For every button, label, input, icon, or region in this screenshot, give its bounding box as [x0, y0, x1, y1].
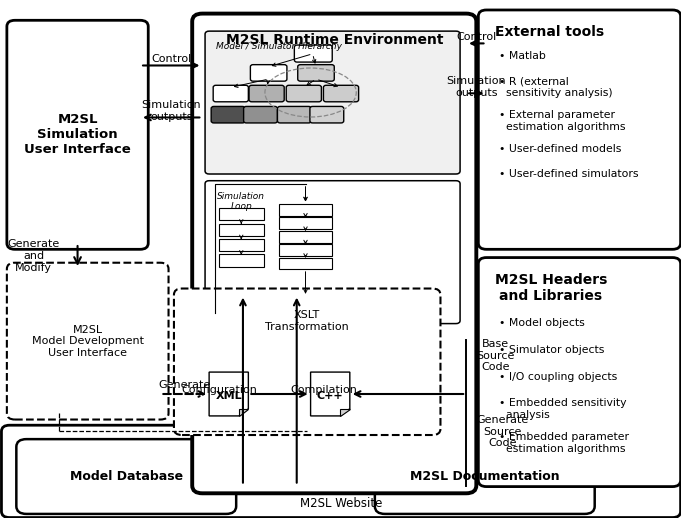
FancyBboxPatch shape — [294, 45, 332, 62]
FancyBboxPatch shape — [279, 204, 332, 216]
Text: • Embedded sensitivity
  analysis: • Embedded sensitivity analysis — [498, 398, 626, 420]
FancyBboxPatch shape — [478, 257, 680, 486]
Text: External tools: External tools — [494, 25, 603, 39]
FancyBboxPatch shape — [277, 106, 311, 123]
FancyBboxPatch shape — [1, 425, 680, 517]
FancyBboxPatch shape — [7, 20, 148, 249]
FancyBboxPatch shape — [205, 181, 460, 324]
Text: XSLT
Transformation: XSLT Transformation — [266, 310, 349, 332]
FancyBboxPatch shape — [249, 85, 284, 102]
FancyBboxPatch shape — [219, 208, 264, 221]
Text: • R (external
  sensitivity analysis): • R (external sensitivity analysis) — [498, 76, 612, 97]
Text: Compilation: Compilation — [290, 385, 358, 395]
FancyBboxPatch shape — [279, 231, 332, 242]
Text: Configuration: Configuration — [181, 385, 257, 395]
FancyBboxPatch shape — [174, 289, 441, 435]
FancyBboxPatch shape — [375, 439, 595, 514]
Text: M2SL Documentation: M2SL Documentation — [410, 470, 560, 483]
FancyBboxPatch shape — [298, 65, 334, 81]
Text: • Model objects: • Model objects — [498, 318, 584, 328]
Text: M2SL Website: M2SL Website — [300, 497, 382, 510]
Text: Base
Source
Code: Base Source Code — [476, 339, 515, 372]
FancyBboxPatch shape — [219, 224, 264, 236]
Polygon shape — [239, 409, 249, 416]
Text: Model Database: Model Database — [69, 470, 183, 483]
Text: Simulation
outputs: Simulation outputs — [142, 100, 201, 122]
FancyBboxPatch shape — [213, 85, 249, 102]
Text: Simulation
Loop: Simulation Loop — [217, 192, 265, 211]
FancyBboxPatch shape — [279, 244, 332, 256]
FancyBboxPatch shape — [205, 31, 460, 174]
Text: M2SL Runtime Environment: M2SL Runtime Environment — [225, 33, 443, 47]
Text: • External parameter
  estimation algorithms: • External parameter estimation algorith… — [498, 110, 625, 132]
Polygon shape — [311, 372, 350, 416]
Polygon shape — [209, 372, 249, 416]
Text: • I/O coupling objects: • I/O coupling objects — [498, 371, 617, 382]
Text: Control: Control — [151, 54, 191, 64]
Text: XML: XML — [215, 391, 242, 401]
FancyBboxPatch shape — [16, 439, 236, 514]
Text: Simulation
outputs: Simulation outputs — [447, 76, 506, 98]
FancyBboxPatch shape — [219, 239, 264, 251]
Text: • Matlab: • Matlab — [498, 51, 545, 61]
Text: Model / Simulator Hierarchy: Model / Simulator Hierarchy — [216, 42, 342, 51]
Text: • User-defined models: • User-defined models — [498, 144, 621, 154]
FancyBboxPatch shape — [192, 13, 476, 493]
Text: Generate
and
Modify: Generate and Modify — [7, 239, 60, 272]
FancyBboxPatch shape — [244, 106, 277, 123]
Polygon shape — [340, 409, 350, 416]
Text: M2SL
Model Development
User Interface: M2SL Model Development User Interface — [32, 325, 144, 358]
FancyBboxPatch shape — [286, 85, 321, 102]
FancyBboxPatch shape — [211, 106, 245, 123]
Text: M2SL Headers
and Libraries: M2SL Headers and Libraries — [494, 273, 607, 303]
FancyBboxPatch shape — [7, 263, 168, 420]
Polygon shape — [294, 297, 318, 311]
FancyBboxPatch shape — [478, 10, 680, 249]
Text: Control: Control — [456, 32, 496, 42]
Text: Generate
Source
Code: Generate Source Code — [476, 415, 528, 448]
Text: M2SL
Simulation
User Interface: M2SL Simulation User Interface — [25, 113, 131, 156]
FancyBboxPatch shape — [279, 257, 332, 269]
FancyBboxPatch shape — [323, 85, 359, 102]
Text: C++: C++ — [317, 391, 343, 401]
FancyBboxPatch shape — [251, 65, 287, 81]
Text: • Simulator objects: • Simulator objects — [498, 345, 604, 355]
Text: Generate: Generate — [159, 380, 211, 390]
FancyBboxPatch shape — [279, 218, 332, 229]
Text: • Embedded parameter
  estimation algorithms: • Embedded parameter estimation algorith… — [498, 433, 629, 454]
Text: • User-defined simulators: • User-defined simulators — [498, 169, 638, 179]
FancyBboxPatch shape — [219, 254, 264, 267]
FancyBboxPatch shape — [310, 106, 344, 123]
